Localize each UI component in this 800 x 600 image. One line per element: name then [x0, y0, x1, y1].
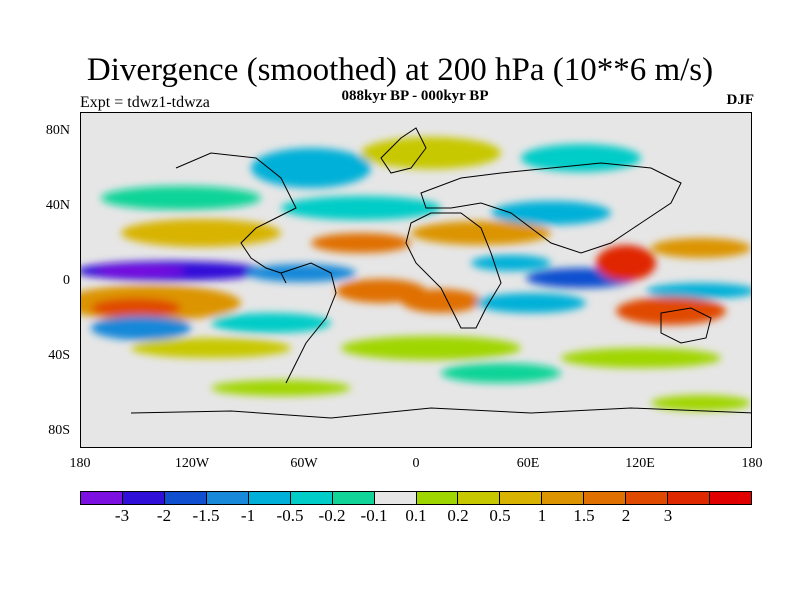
colorbar-swatch	[416, 492, 459, 504]
colorbar-swatch	[626, 492, 669, 504]
colorbar-swatch	[81, 492, 123, 504]
lat-label-0: 0	[63, 273, 70, 288]
colorbar-swatch	[290, 492, 333, 504]
lat-label-80s: 80S	[48, 423, 70, 438]
colorbar-swatch	[206, 492, 249, 504]
colorbar-label: -3	[114, 506, 130, 525]
colorbar-swatch	[710, 492, 751, 504]
colorbar-swatch	[164, 492, 207, 504]
colorbar-label: 3	[663, 506, 673, 525]
lat-label-80n: 80N	[45, 123, 70, 138]
map-canvas	[81, 113, 751, 447]
experiment-label: Expt = tdwz1-tdwza	[80, 94, 210, 111]
colorbar-swatch	[248, 492, 291, 504]
colorbar-label: -1	[240, 506, 256, 525]
colorbar-swatch	[458, 492, 501, 504]
colorbar	[80, 491, 752, 505]
lat-label-40n: 40N	[45, 198, 70, 213]
colorbar-swatch	[500, 492, 543, 504]
colorbar-swatch	[332, 492, 375, 504]
lon-label-120e: 120E	[625, 456, 655, 471]
plot-subtitle: 088kyr BP - 000kyr BP	[341, 88, 489, 104]
lon-label-120w: 120W	[174, 456, 210, 471]
lon-label-60w: 60W	[290, 456, 318, 471]
divergence-map	[80, 112, 752, 448]
colorbar-label: 1	[537, 506, 547, 525]
colorbar-label: -0.5	[276, 506, 304, 525]
colorbar-label: -0.2	[318, 506, 346, 525]
lon-label-0: 0	[412, 456, 420, 471]
colorbar-label: -0.1	[360, 506, 388, 525]
colorbar-label: 0.2	[447, 506, 469, 525]
lon-label-180w: 180	[69, 456, 91, 471]
lon-label-60e: 60E	[516, 456, 540, 471]
colorbar-label: 2	[621, 506, 631, 525]
colorbar-swatch	[542, 492, 585, 504]
lon-label-180e: 180	[741, 456, 763, 471]
colorbar-label: 0.1	[405, 506, 427, 525]
plot-title: Divergence (smoothed) at 200 hPa (10**6 …	[86, 52, 714, 88]
colorbar-swatch	[668, 492, 711, 504]
lat-label-40s: 40S	[48, 348, 70, 363]
colorbar-label: -2	[156, 506, 172, 525]
colorbar-label: -1.5	[192, 506, 220, 525]
season-label: DJF	[726, 92, 755, 108]
colorbar-swatch	[584, 492, 627, 504]
colorbar-label: 1.5	[573, 506, 595, 525]
colorbar-swatch	[122, 492, 165, 504]
colorbar-label: 0.5	[489, 506, 511, 525]
colorbar-swatch	[374, 492, 417, 504]
